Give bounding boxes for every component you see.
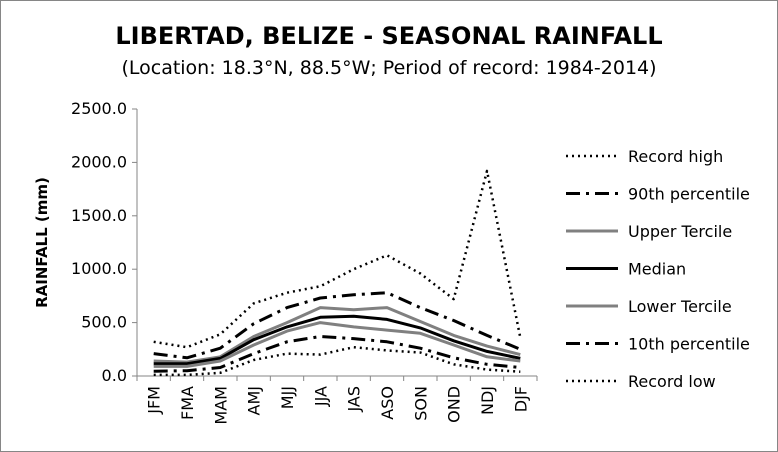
series-line bbox=[153, 314, 521, 366]
x-tick-label: AMJ bbox=[245, 386, 264, 415]
legend-label: Record low bbox=[628, 372, 716, 391]
series-line bbox=[153, 169, 522, 349]
axes: 0.0 500.0 1000.0 1500.0 2000.0 2500.0 JFM FMA MA… bbox=[33, 99, 538, 425]
x-tick-label: NDJ bbox=[478, 386, 497, 415]
y-tick-label: 2500.0 bbox=[71, 99, 127, 118]
series-line bbox=[153, 335, 521, 373]
x-tick-label: OND bbox=[445, 386, 464, 423]
series-line bbox=[153, 291, 521, 360]
x-tick-label: FMA bbox=[178, 386, 197, 420]
legend-label: Lower Tercile bbox=[628, 297, 732, 316]
y-tick-label: 2000.0 bbox=[71, 152, 127, 171]
chart-subtitle: (Location: 18.3°N, 88.5°W; Period of rec… bbox=[121, 57, 657, 79]
legend-label: Median bbox=[628, 260, 686, 279]
y-tick-label: 1000.0 bbox=[71, 259, 127, 278]
legend-label: Record high bbox=[628, 147, 723, 166]
legend-label: 90th percentile bbox=[628, 185, 750, 204]
chart-title: LIBERTAD, BELIZE - SEASONAL RAINFALL bbox=[115, 22, 663, 50]
series-line bbox=[153, 321, 521, 368]
y-axis-label: RAINFALL (mm) bbox=[33, 177, 51, 308]
x-tick-label: JFM bbox=[145, 386, 164, 415]
series-line bbox=[153, 345, 521, 377]
x-tick-label: MJJ bbox=[278, 386, 297, 409]
y-tick-label: 1500.0 bbox=[71, 206, 127, 225]
x-tick-label: SON bbox=[411, 386, 430, 421]
y-tick-label: 0.0 bbox=[102, 366, 127, 385]
x-tick-label: DJF bbox=[511, 386, 530, 412]
x-tick-label: ASO bbox=[378, 386, 397, 420]
x-tick-label: MAM bbox=[211, 386, 230, 425]
series-line bbox=[153, 306, 521, 364]
y-tick-label: 500.0 bbox=[81, 313, 127, 332]
x-tick-label: JAS bbox=[345, 386, 364, 413]
x-tick-label: JJA bbox=[311, 386, 330, 407]
legend-label: 10th percentile bbox=[628, 335, 750, 354]
legend-label: Upper Tercile bbox=[628, 222, 732, 241]
legend: Record high 90th percentile Upper Tercile M… bbox=[566, 147, 750, 391]
series-layer bbox=[153, 169, 522, 377]
